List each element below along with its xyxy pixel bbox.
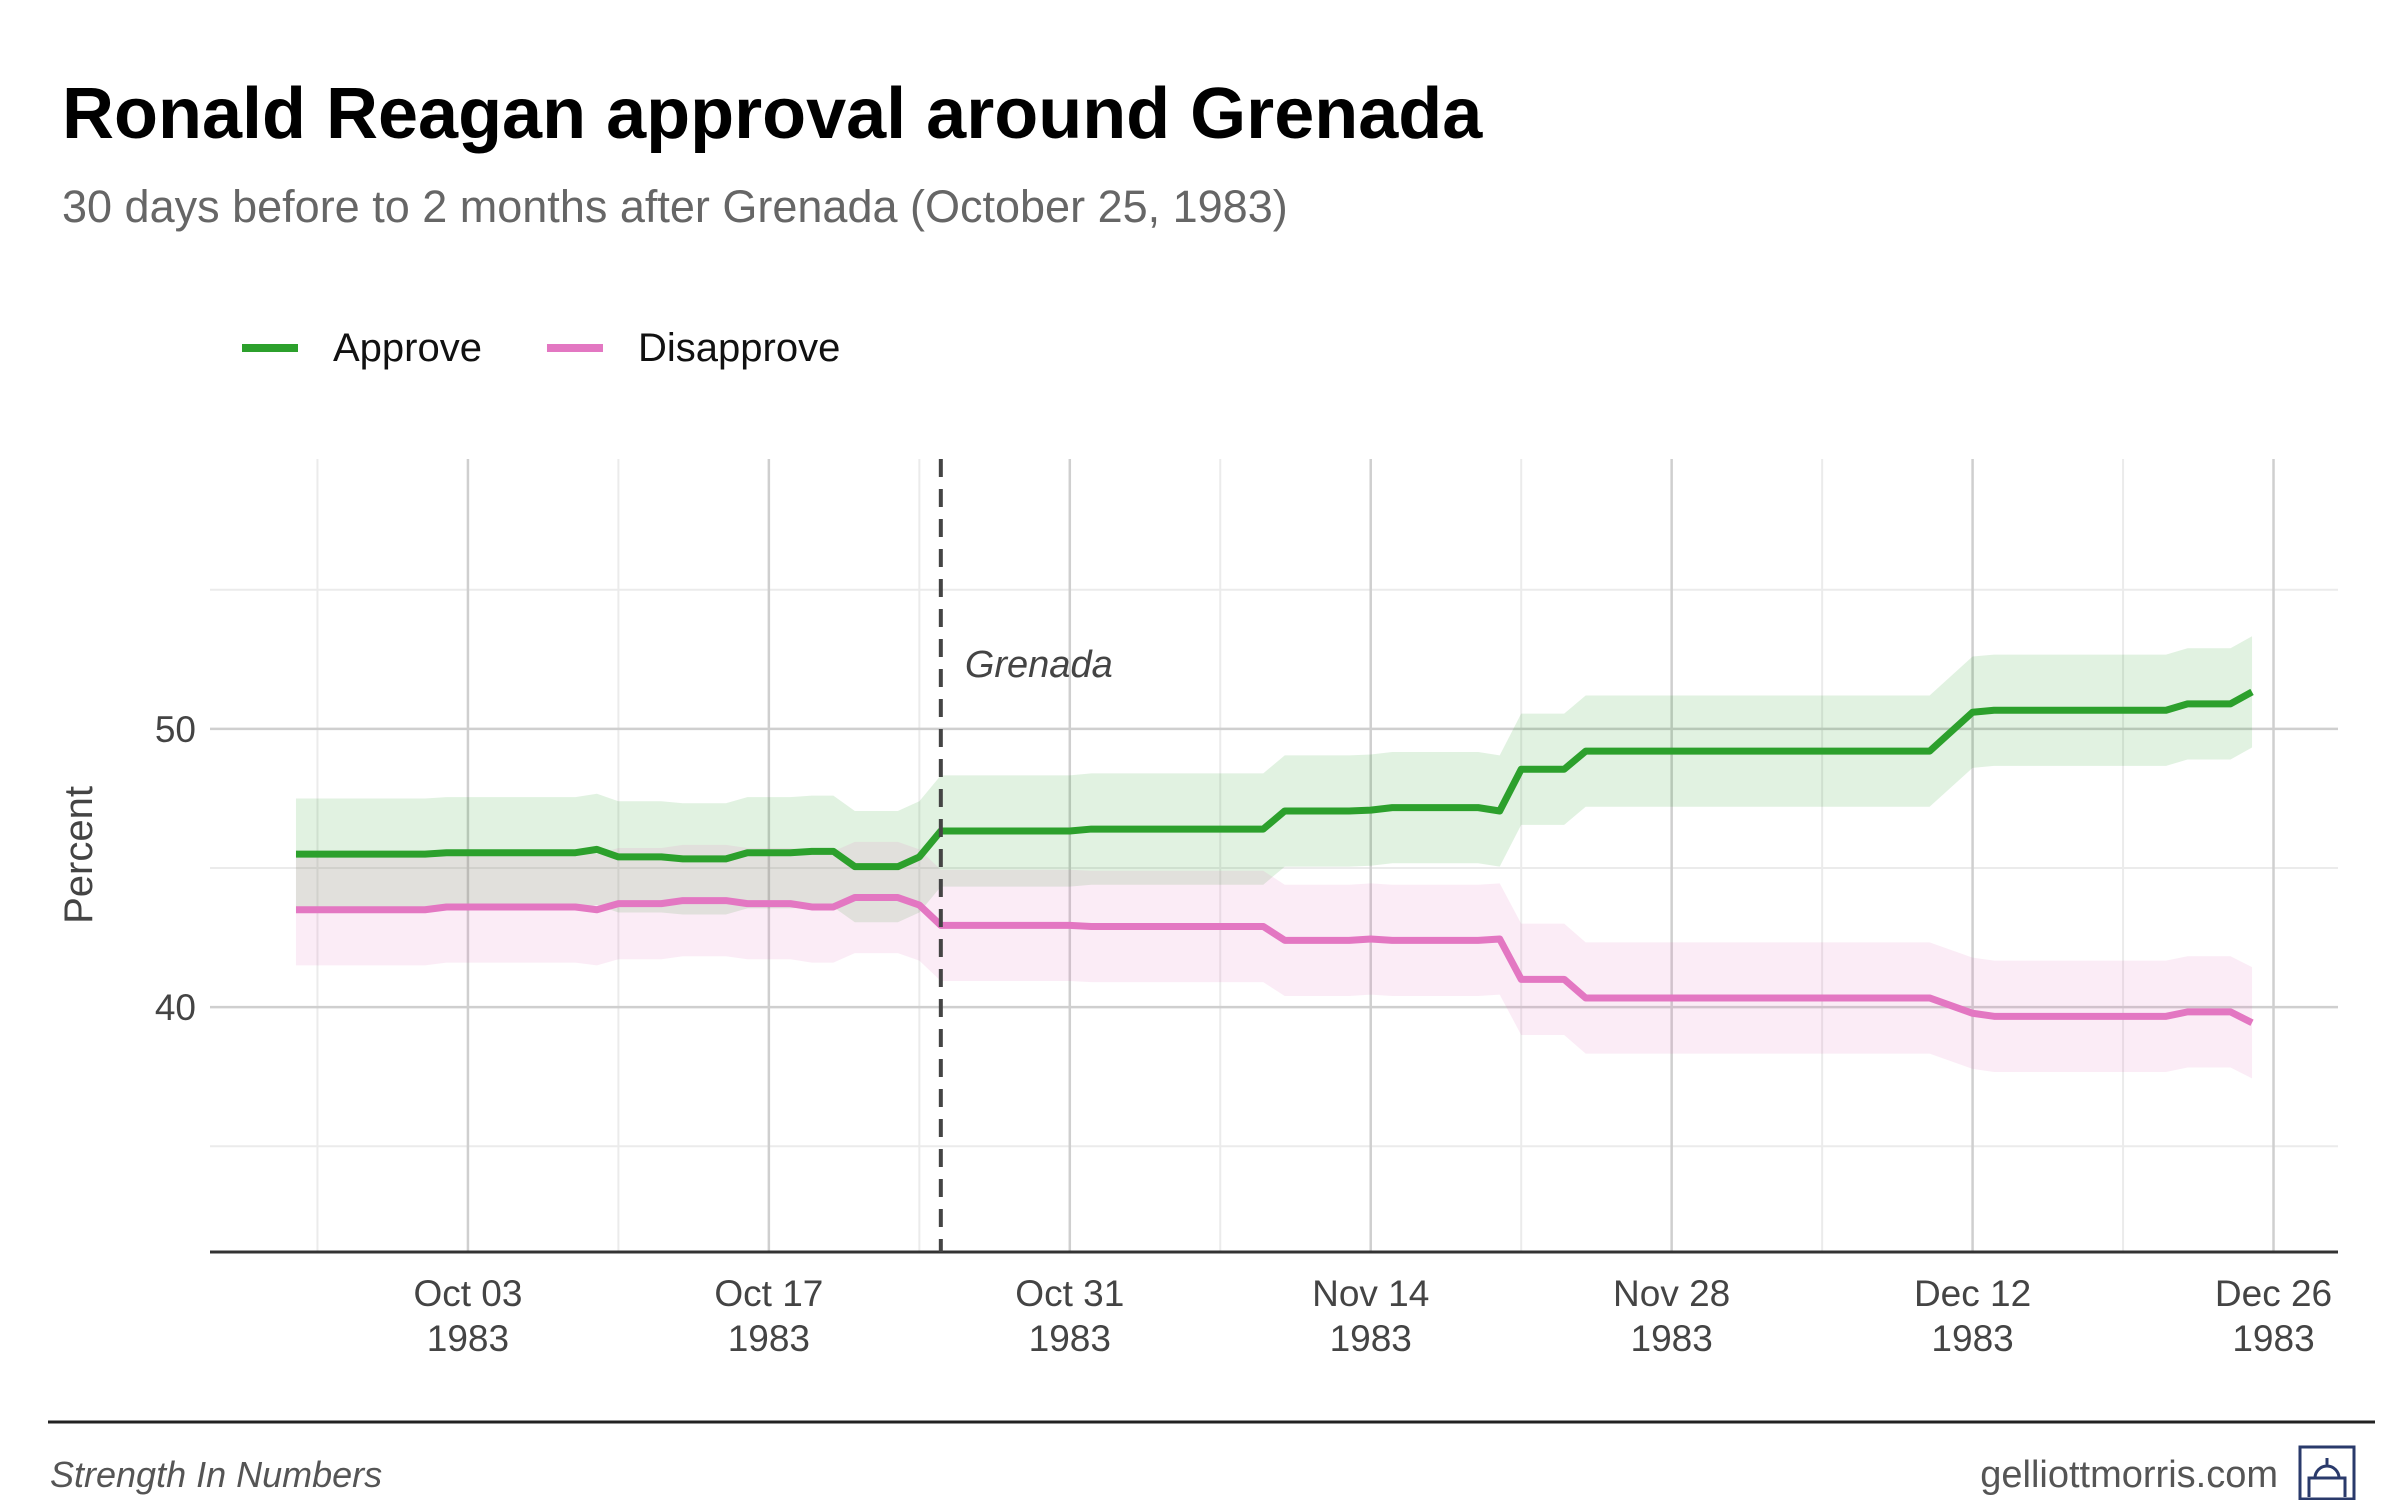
annotation-label: Grenada [965, 644, 1113, 686]
x-tick-label: Oct 31 1983 [1015, 1273, 1124, 1359]
series-line [295, 894, 2254, 1026]
logo-frame [2298, 1445, 2356, 1501]
x-tick-label: Nov 14 1983 [1312, 1273, 1429, 1359]
x-tick-label: Oct 17 1983 [714, 1273, 823, 1359]
series-line [295, 688, 2254, 871]
legend-label: Disapprove [638, 326, 840, 370]
y-axis-label: Percent [57, 786, 101, 924]
footer-logo [2298, 1445, 2356, 1501]
legend-label: Approve [333, 326, 482, 370]
x-tick-label: Dec 12 1983 [1914, 1273, 2031, 1359]
y-tick-label: 50 [155, 709, 196, 750]
x-tick-label: Dec 26 1983 [2215, 1273, 2332, 1359]
confidence-band [295, 841, 2253, 1079]
chart-title: Ronald Reagan approval around Grenada [62, 74, 1483, 154]
x-tick-label: Nov 28 1983 [1613, 1273, 1730, 1359]
footer-left: Strength In Numbers [50, 1454, 382, 1495]
footer-right: gelliottmorris.com [1980, 1454, 2278, 1496]
chart-subtitle: 30 days before to 2 months after Grenada… [62, 181, 1288, 232]
y-tick-label: 40 [155, 987, 196, 1028]
logo-capitol [2307, 1458, 2347, 1497]
x-tick-label: Oct 03 1983 [413, 1273, 522, 1359]
